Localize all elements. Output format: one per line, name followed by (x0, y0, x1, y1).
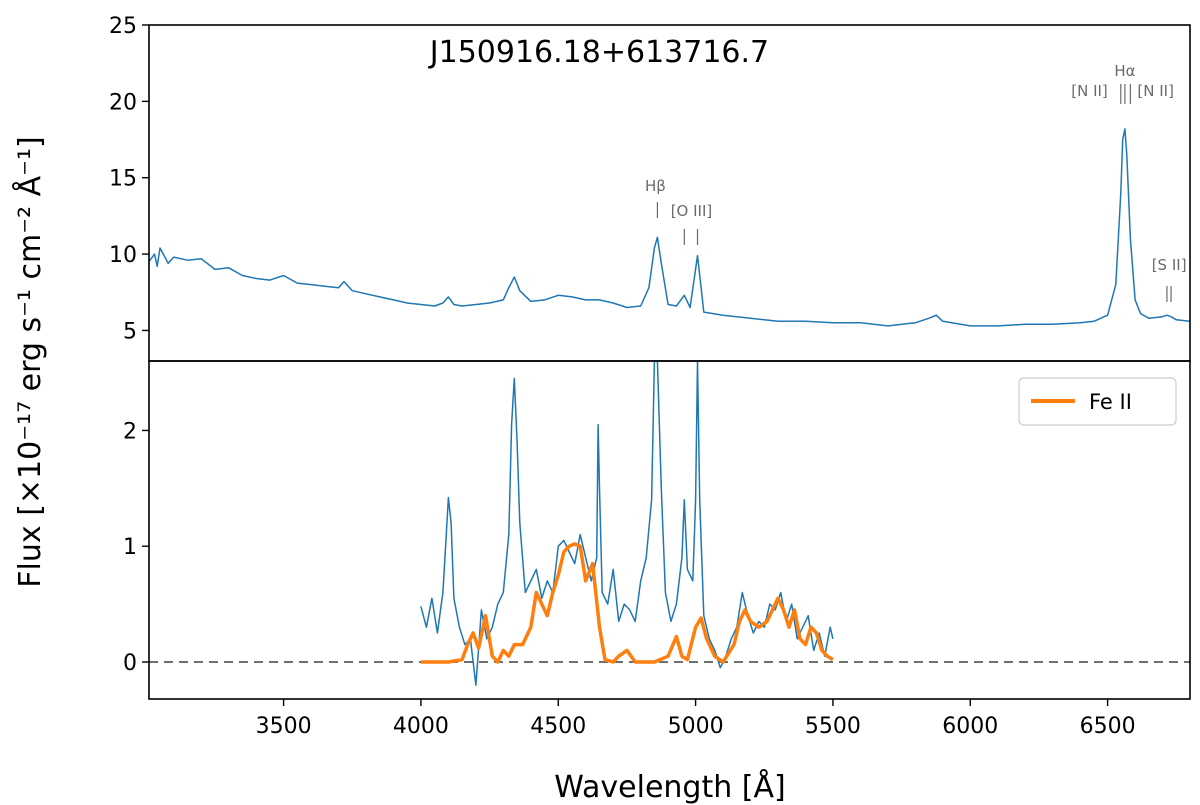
emission-line-label: [O III] (671, 202, 713, 220)
x-tick-label: 5500 (805, 714, 861, 739)
emission-line-label: Hβ (645, 177, 666, 195)
top-panel: Hβ[O III][N II]Hα[N II][S II] J150916.18… (109, 14, 1191, 362)
x-tick-label: 4000 (393, 714, 449, 739)
bottom-panel: 0 1 2 3500 4000 4500 5000 5500 6000 6500 Fe II (123, 360, 1191, 739)
y-tick-label: 25 (109, 14, 137, 39)
x-tick-label: 6500 (1080, 714, 1136, 739)
emission-line-label: [N II] (1071, 82, 1108, 100)
y-tick-label: 0 (123, 651, 137, 676)
bottom-panel-frame (148, 360, 1191, 700)
y-tick-label: 2 (123, 419, 137, 444)
y-tick-label: 15 (109, 167, 137, 192)
x-tick-label: 4500 (530, 714, 586, 739)
x-tick-label: 3500 (256, 714, 312, 739)
legend-label-fe-ii: Fe II (1089, 390, 1132, 414)
bottom-y-ticks: 0 1 2 (123, 419, 149, 676)
emission-line-label: Hα (1114, 62, 1135, 80)
legend: Fe II (1018, 377, 1177, 426)
x-tick-label: 5000 (668, 714, 724, 739)
x-ticks: 3500 4000 4500 5000 5500 6000 6500 (256, 699, 1136, 739)
observed-spectrum-line (149, 128, 1190, 327)
top-y-ticks: 5 10 15 20 25 (109, 14, 149, 344)
y-axis-label: Flux [×10⁻¹⁷ erg s⁻¹ cm⁻² Å⁻¹] (12, 136, 48, 587)
top-series-group (149, 128, 1190, 327)
emission-line-label: [N II] (1137, 82, 1174, 100)
x-tick-label: 6000 (942, 714, 998, 739)
emission-line-label: [S II] (1152, 256, 1187, 274)
emission-line-annotations: Hβ[O III][N II]Hα[N II][S II] (645, 62, 1187, 302)
fe-ii-template-line (420, 542, 834, 664)
legend-box (1018, 377, 1177, 426)
y-tick-label: 20 (109, 90, 137, 115)
chart-title: J150916.18+613716.7 (428, 35, 769, 70)
bottom-series-group (420, 361, 834, 686)
y-tick-label: 1 (123, 535, 137, 560)
y-tick-label: 5 (123, 319, 137, 344)
y-tick-label: 10 (109, 243, 137, 268)
x-axis-label: Wavelength [Å] (554, 769, 785, 805)
top-panel-frame (148, 24, 1191, 362)
